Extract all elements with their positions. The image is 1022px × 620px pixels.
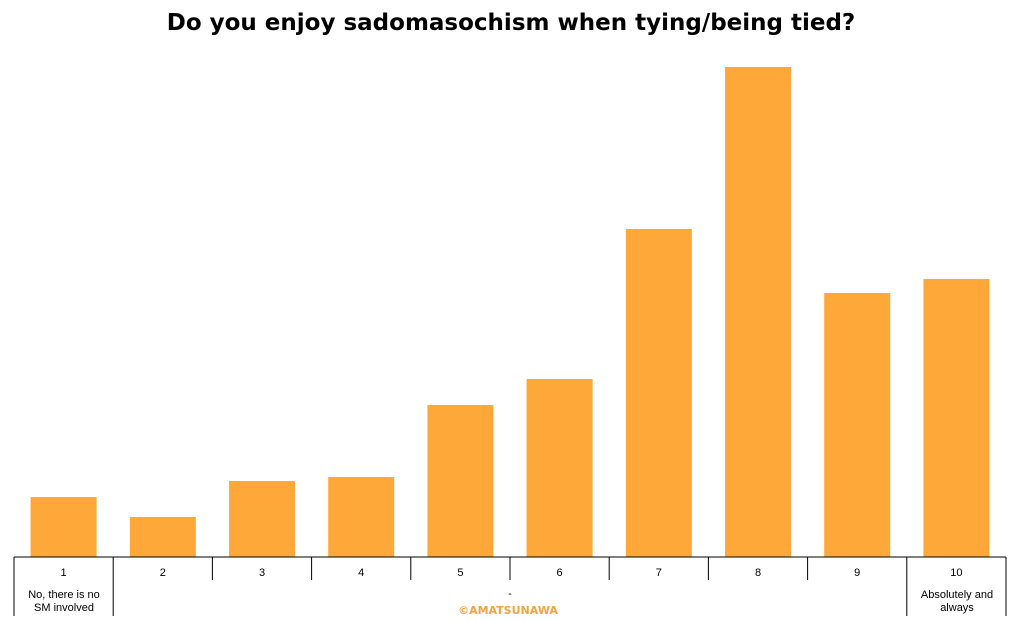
axis-max-label-line1: Absolutely and	[921, 589, 993, 601]
bar-1	[30, 497, 97, 557]
bar-2	[129, 517, 196, 557]
axis-max-label-line2: always	[940, 602, 974, 614]
bar-5	[427, 405, 494, 557]
x-tick-label-7: 7	[656, 567, 662, 579]
bar-6	[526, 379, 593, 557]
chart-title: Do you enjoy sadomasochism when tying/be…	[166, 10, 856, 36]
axis-min-label-line1: No, there is no	[28, 589, 100, 601]
x-tick-label-5: 5	[457, 567, 463, 579]
bar-8	[725, 67, 791, 557]
x-tick-label-4: 4	[358, 567, 364, 579]
x-tick-label-9: 9	[854, 567, 860, 579]
bars	[30, 67, 990, 557]
x-tick-label-6: 6	[557, 567, 563, 579]
bar-7	[625, 229, 692, 557]
x-tick-label-2: 2	[160, 567, 166, 579]
axis-min-label-line2: SM involved	[34, 602, 94, 614]
bar-10	[923, 279, 990, 557]
x-axis	[13, 556, 1007, 616]
bar-9	[824, 293, 891, 557]
x-tick-label-3: 3	[259, 567, 265, 579]
x-tick-label-10: 10	[950, 567, 962, 579]
x-tick-label-1: 1	[61, 567, 67, 579]
x-tick-labels: 1 2 3 4 5 6 7 8 9 10	[61, 567, 963, 579]
watermark-text: ©AMATSUNAWA	[458, 604, 558, 617]
x-tick-label-8: 8	[755, 567, 761, 579]
bar-4	[328, 477, 395, 557]
bar-3	[229, 481, 295, 557]
axis-mid-label: -	[508, 588, 512, 600]
